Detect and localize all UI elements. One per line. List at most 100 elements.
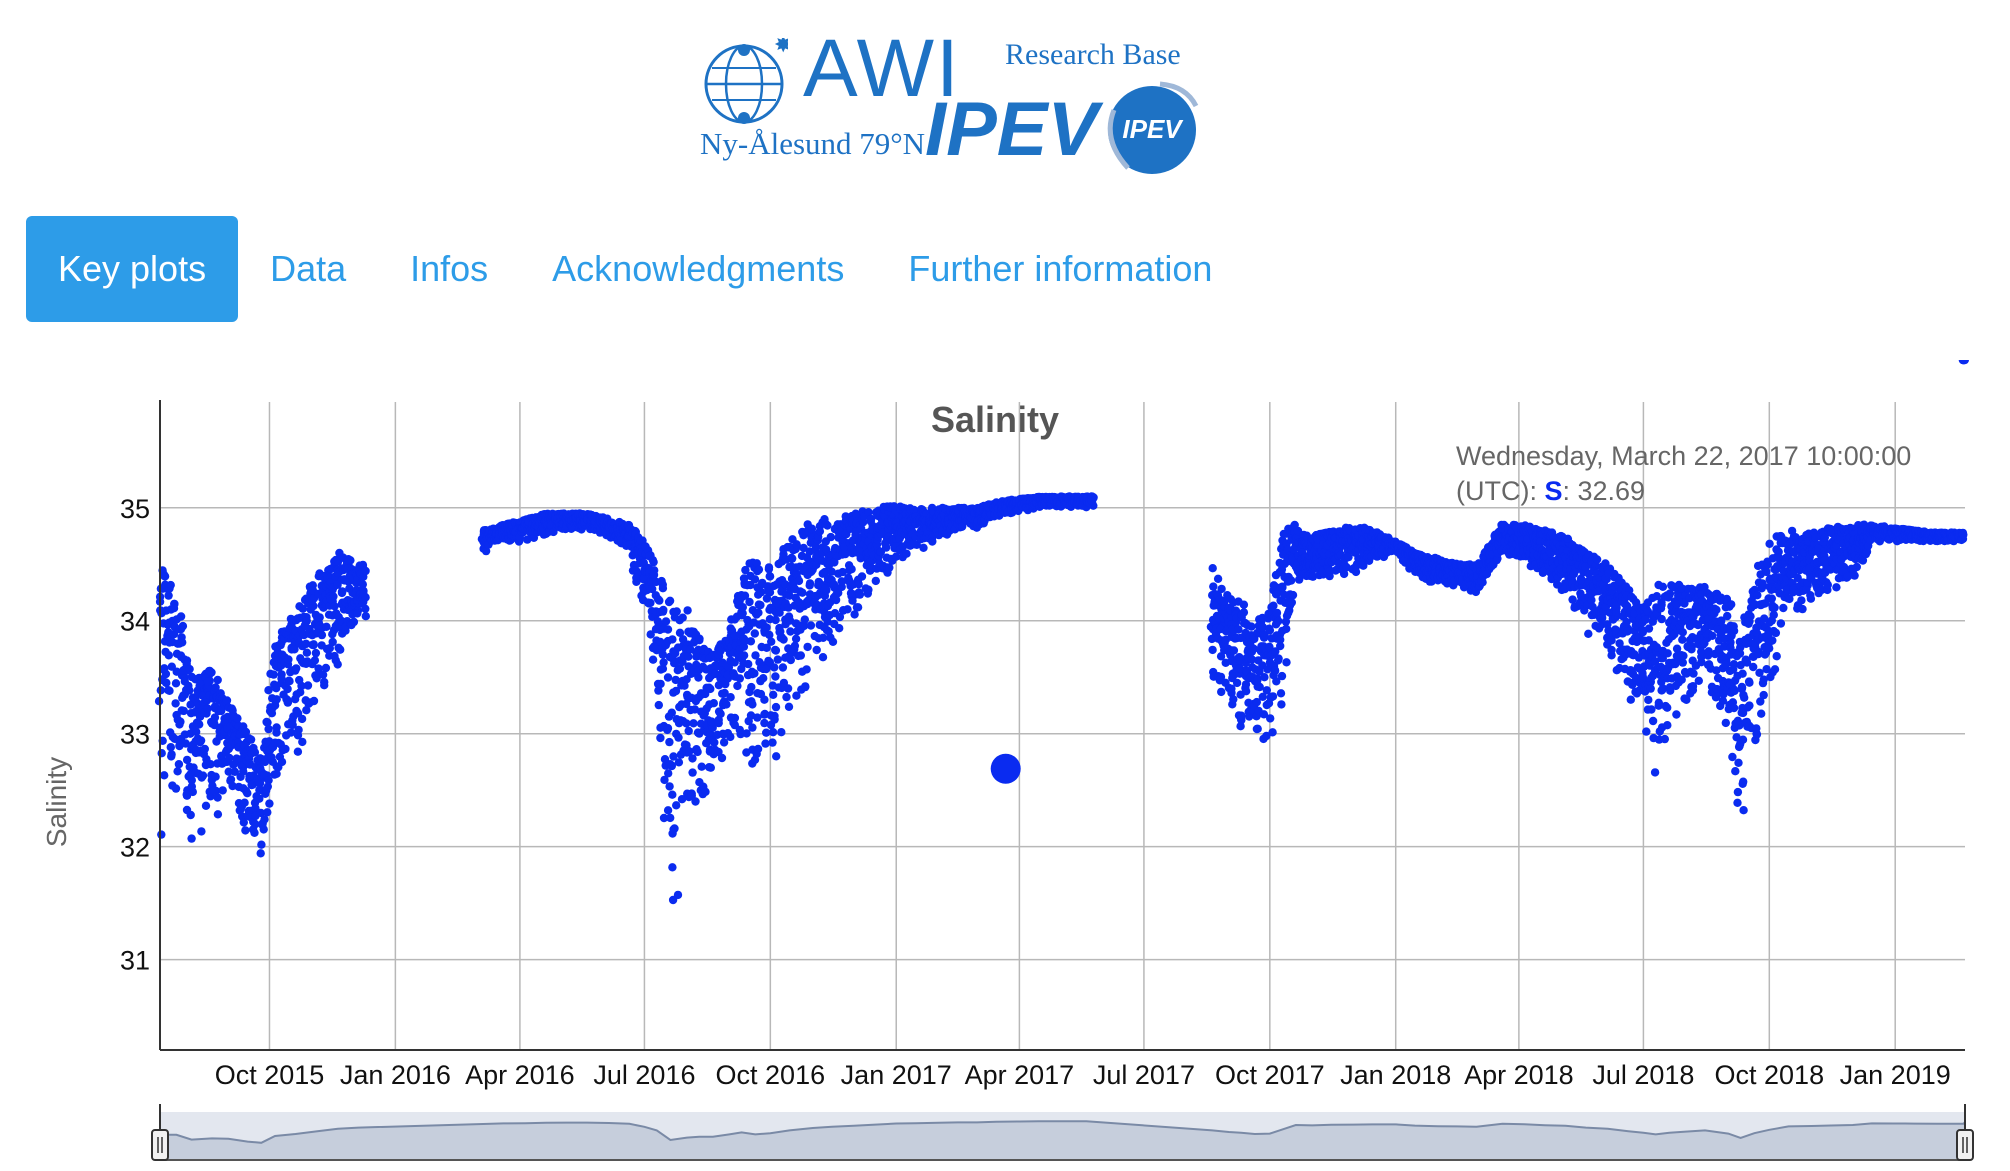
data-point <box>760 696 768 704</box>
data-point <box>693 748 701 756</box>
data-point <box>1730 622 1738 630</box>
data-point <box>772 646 780 654</box>
data-point <box>769 728 777 736</box>
data-point <box>663 726 671 734</box>
data-point <box>316 613 324 621</box>
data-point <box>748 723 756 731</box>
data-point <box>214 676 222 684</box>
data-point <box>649 556 657 564</box>
data-point <box>277 674 285 682</box>
data-point <box>1089 494 1097 502</box>
tab-acknowledgments[interactable]: Acknowledgments <box>520 216 876 322</box>
data-point <box>718 754 726 762</box>
data-point <box>807 621 815 629</box>
data-point <box>1607 646 1615 654</box>
data-point <box>1679 628 1687 636</box>
data-point <box>1208 646 1216 654</box>
tab-infos[interactable]: Infos <box>378 216 520 322</box>
data-point <box>1733 799 1741 807</box>
data-point <box>185 665 193 673</box>
data-point <box>1641 615 1649 623</box>
data-point <box>283 685 291 693</box>
badge-label: IPEV <box>1122 114 1184 144</box>
data-point <box>668 635 676 643</box>
data-point <box>670 824 678 832</box>
data-point <box>1647 684 1655 692</box>
data-point <box>823 521 831 529</box>
data-point <box>726 693 734 701</box>
data-point <box>691 797 699 805</box>
data-point <box>1266 714 1274 722</box>
data-point <box>311 656 319 664</box>
data-point <box>835 624 843 632</box>
data-point <box>672 801 680 809</box>
data-point <box>1271 667 1279 675</box>
data-point <box>772 752 780 760</box>
data-point <box>1276 642 1284 650</box>
data-point <box>666 597 674 605</box>
data-point <box>847 565 855 573</box>
data-point <box>716 710 724 718</box>
tab-key-plots[interactable]: Key plots <box>26 216 238 322</box>
data-point <box>644 598 652 606</box>
data-point <box>683 606 691 614</box>
data-point <box>710 738 718 746</box>
data-point <box>1230 646 1238 654</box>
data-point <box>195 720 203 728</box>
data-point <box>776 627 784 635</box>
data-point <box>856 590 864 598</box>
data-point <box>632 574 640 582</box>
data-point <box>770 663 778 671</box>
data-point <box>1260 673 1268 681</box>
data-point <box>798 589 806 597</box>
data-point <box>1247 622 1255 630</box>
data-point <box>1282 625 1290 633</box>
data-point <box>162 670 170 678</box>
data-point <box>330 652 338 660</box>
data-point <box>1266 626 1274 634</box>
data-point <box>172 679 180 687</box>
data-point <box>1274 617 1282 625</box>
data-point <box>1584 630 1592 638</box>
data-point <box>204 704 212 712</box>
data-point <box>706 685 714 693</box>
data-point <box>664 673 672 681</box>
data-point <box>1214 575 1222 583</box>
data-point <box>361 593 369 601</box>
tab-data[interactable]: Data <box>238 216 378 322</box>
data-point <box>747 637 755 645</box>
data-point <box>284 698 292 706</box>
data-point <box>928 537 936 545</box>
data-point <box>771 616 779 624</box>
data-point <box>1278 672 1286 680</box>
data-point <box>322 623 330 631</box>
data-point <box>1229 695 1237 703</box>
data-point <box>165 687 173 695</box>
data-point <box>160 771 168 779</box>
data-point <box>295 676 303 684</box>
data-point <box>173 767 181 775</box>
data-point <box>1649 717 1657 725</box>
data-point <box>819 634 827 642</box>
data-point <box>1727 631 1735 639</box>
data-point <box>855 580 863 588</box>
data-point <box>745 688 753 696</box>
data-point <box>679 614 687 622</box>
data-point <box>819 653 827 661</box>
data-point <box>338 588 346 596</box>
data-point <box>1282 617 1290 625</box>
data-point <box>754 609 762 617</box>
data-point <box>171 699 179 707</box>
data-point <box>298 715 306 723</box>
data-point <box>665 782 673 790</box>
data-point <box>161 572 169 580</box>
data-point <box>665 738 673 746</box>
data-point <box>1288 598 1296 606</box>
data-point <box>1238 611 1246 619</box>
data-point <box>726 733 734 741</box>
data-point <box>768 738 776 746</box>
data-point <box>298 738 306 746</box>
data-point <box>1209 564 1217 572</box>
data-point <box>170 604 178 612</box>
tab-further-information[interactable]: Further information <box>876 216 1244 322</box>
